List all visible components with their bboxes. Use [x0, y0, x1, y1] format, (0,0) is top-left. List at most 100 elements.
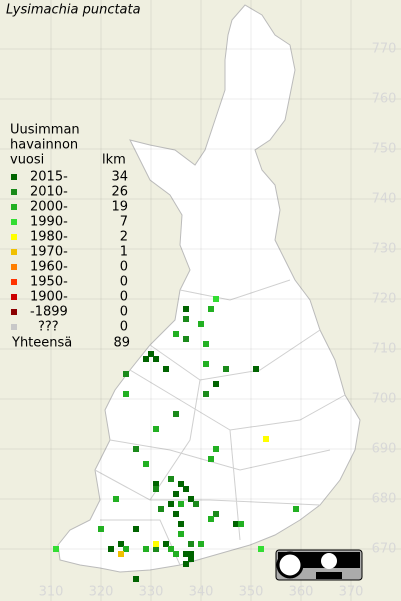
observation-square: [118, 541, 124, 547]
y-tick-label: 730: [372, 242, 397, 257]
observation-squares: [53, 296, 299, 582]
observation-square: [148, 351, 154, 357]
cc-icon: [276, 551, 304, 579]
observation-square: [173, 551, 179, 557]
country-shape: [57, 4, 361, 573]
x-tick-label: 320: [89, 585, 114, 600]
legend-count: 0: [120, 320, 128, 335]
observation-square: [183, 486, 189, 492]
observation-square: [153, 486, 159, 492]
y-tick-label: 760: [372, 92, 397, 107]
by-icon: [321, 553, 337, 569]
observation-square: [133, 526, 139, 532]
observation-square: [183, 561, 189, 567]
legend-total-label: Yhteensä: [11, 336, 72, 351]
x-tick-label: 340: [189, 585, 214, 600]
observation-square: [123, 391, 129, 397]
observation-square: [223, 366, 229, 372]
y-tick-label: 710: [372, 342, 397, 357]
observation-square: [168, 546, 174, 552]
legend-label: 2000-: [30, 200, 68, 215]
observation-square: [183, 316, 189, 322]
observation-square: [173, 511, 179, 517]
observation-square: [163, 366, 169, 372]
legend-label: 1980-: [30, 230, 68, 245]
legend-count-header: lkm: [102, 153, 126, 168]
x-tick-label: 310: [39, 585, 64, 600]
legend-count: 1: [120, 245, 128, 260]
legend-label: 1970-: [30, 245, 68, 260]
x-tick-label: 370: [339, 585, 364, 600]
region-borders: [94, 279, 346, 566]
legend-swatch: [11, 294, 17, 300]
observation-square: [208, 516, 214, 522]
y-tick-label: 700: [372, 392, 397, 407]
legend-count: 26: [111, 185, 128, 200]
observation-square: [178, 481, 184, 487]
cc-badge: [275, 549, 363, 581]
legend-label: 1950-: [30, 275, 68, 290]
observation-square: [163, 541, 169, 547]
observation-square: [188, 551, 194, 557]
y-tick-label: 770: [372, 42, 397, 57]
observation-square: [143, 461, 149, 467]
observation-square: [173, 331, 179, 337]
legend-total: 89: [113, 336, 130, 351]
observation-square: [183, 306, 189, 312]
observation-square: [108, 546, 114, 552]
observation-square: [213, 381, 219, 387]
observation-square: [153, 481, 159, 487]
observation-square: [198, 321, 204, 327]
legend-count: 0: [120, 290, 128, 305]
observation-square: [123, 371, 129, 377]
y-tick-label: 690: [372, 442, 397, 457]
observation-square: [213, 446, 219, 452]
legend-swatch: [11, 234, 17, 240]
legend-label: ???: [38, 320, 59, 335]
map-title: Lysimachia punctata: [6, 3, 141, 18]
observation-square: [183, 336, 189, 342]
legend-swatch: [11, 324, 17, 330]
observation-square: [153, 541, 159, 547]
observation-square: [293, 506, 299, 512]
observation-square: [153, 546, 159, 552]
legend-count: 0: [120, 305, 128, 320]
x-tick-label: 330: [139, 585, 164, 600]
legend-swatch: [11, 174, 17, 180]
observation-square: [118, 551, 124, 557]
legend-header: vuosi: [10, 153, 44, 168]
observation-square: [133, 576, 139, 582]
observation-square: [178, 531, 184, 537]
by-band: [316, 572, 342, 579]
observation-square: [198, 541, 204, 547]
observation-square: [253, 366, 259, 372]
legend-count: 2: [120, 230, 128, 245]
legend-header: havainnon: [10, 138, 78, 153]
y-tick-label: 680: [372, 492, 397, 507]
y-tick-label: 670: [372, 542, 397, 557]
observation-square: [258, 546, 264, 552]
observation-square: [168, 501, 174, 507]
legend-count: 34: [111, 170, 128, 185]
observation-square: [153, 426, 159, 432]
observation-square: [113, 496, 119, 502]
legend-label: 1900-: [30, 290, 68, 305]
observation-square: [178, 521, 184, 527]
observation-square: [213, 296, 219, 302]
observation-square: [203, 341, 209, 347]
legend-swatch: [11, 189, 17, 195]
legend-label: 2010-: [30, 185, 68, 200]
legend-swatch: [11, 279, 17, 285]
legend-label: 2015-: [30, 170, 68, 185]
observation-square: [203, 391, 209, 397]
observation-square: [173, 491, 179, 497]
observation-square: [173, 411, 179, 417]
legend-label: 1990-: [30, 215, 68, 230]
legend-swatch: [11, 264, 17, 270]
observation-square: [143, 546, 149, 552]
legend-count: 0: [120, 260, 128, 275]
observation-square: [133, 446, 139, 452]
observation-square: [178, 501, 184, 507]
